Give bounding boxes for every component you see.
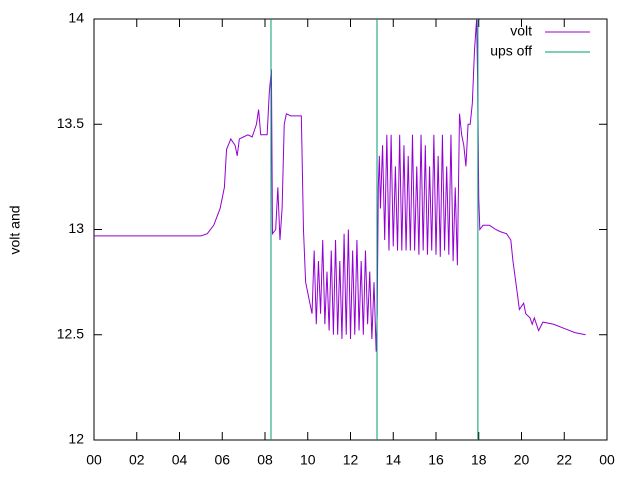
x-tick-label: 12 (343, 452, 359, 468)
y-tick-label: 14 (68, 10, 84, 26)
y-axis-label: volt and (7, 205, 23, 254)
x-tick-label: 00 (86, 452, 102, 468)
x-tick-label: 10 (300, 452, 316, 468)
y-tick-label: 12 (68, 431, 84, 447)
y-tick-label: 12.5 (57, 325, 84, 341)
plot-frame (93, 18, 608, 441)
x-tick-label: 08 (257, 452, 273, 468)
x-tick-label: 14 (385, 452, 401, 468)
x-tick-label: 02 (129, 452, 145, 468)
volt-line (94, 18, 586, 352)
x-tick-label: 00 (599, 452, 615, 468)
legend-label: ups off (490, 43, 532, 59)
x-tick-label: 22 (556, 452, 572, 468)
x-tick-label: 18 (471, 452, 487, 468)
legend-label: volt (510, 23, 532, 39)
y-tick-label: 13 (68, 220, 84, 236)
y-tick-label: 13.5 (57, 115, 84, 131)
x-tick-label: 16 (428, 452, 444, 468)
x-tick-label: 20 (514, 452, 530, 468)
x-tick-label: 06 (214, 452, 230, 468)
x-tick-label: 04 (172, 452, 188, 468)
